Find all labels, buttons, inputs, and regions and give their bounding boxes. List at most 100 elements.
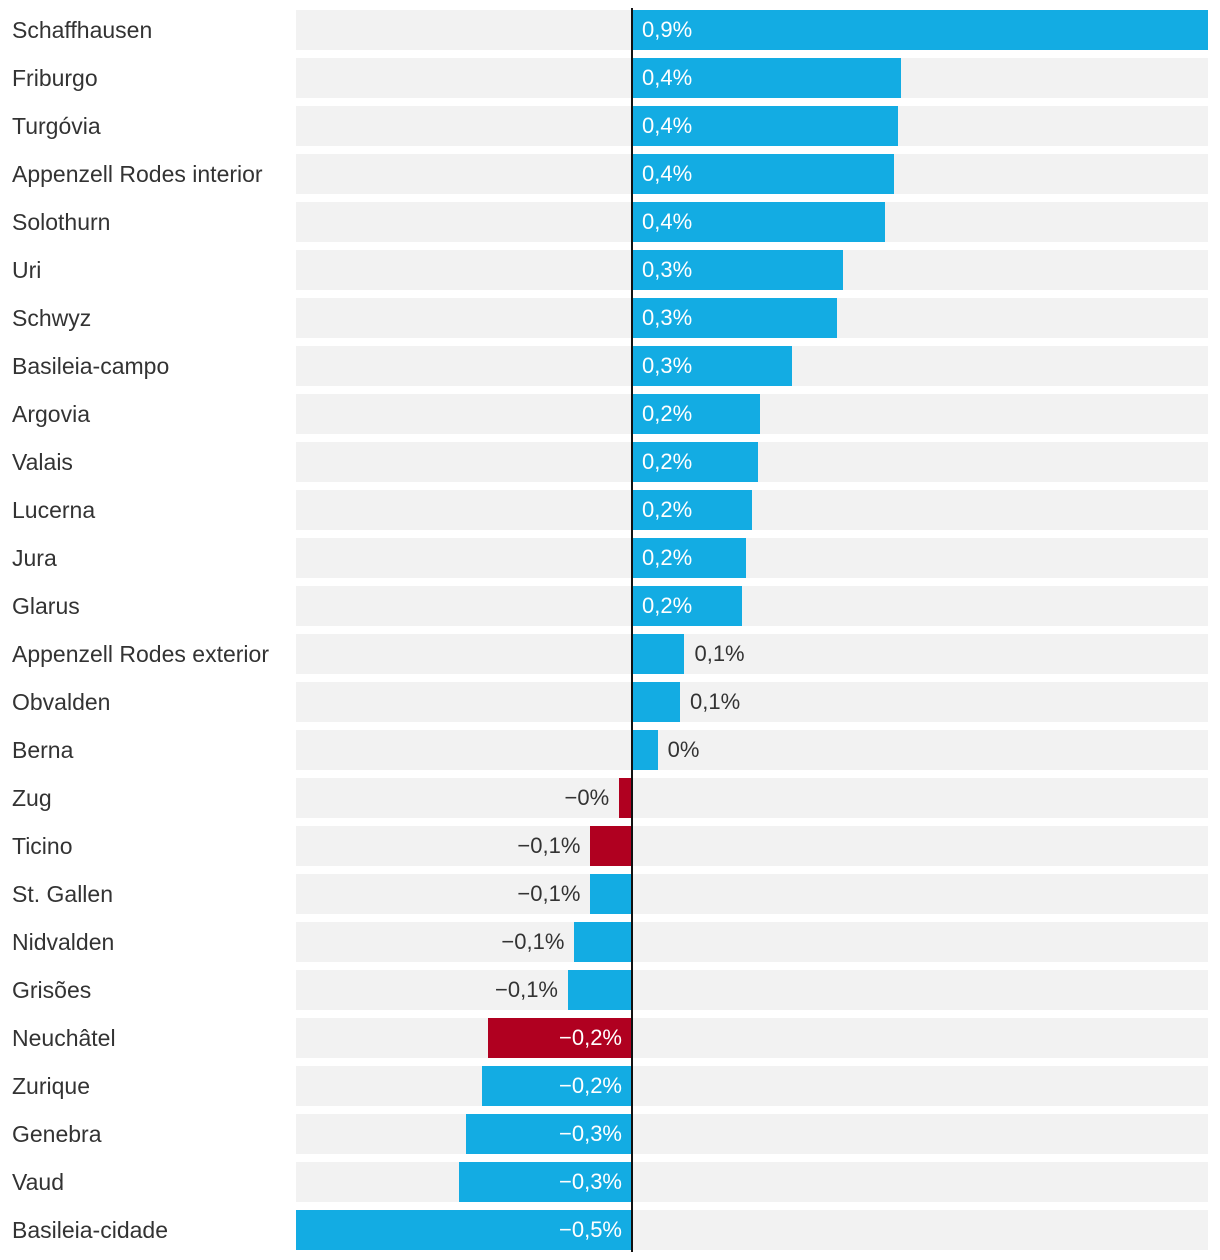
value-label: −0,2% xyxy=(559,1073,622,1098)
value-label: 0,4% xyxy=(642,161,693,186)
bar-row: Turgóvia 0,4% xyxy=(0,106,1220,146)
value-label: 0,2% xyxy=(642,401,693,426)
bar-row: Obvalden 0,1% xyxy=(0,682,1220,722)
category-label: Schaffhausen xyxy=(12,17,153,43)
bar xyxy=(481,1066,632,1106)
category-label: Ticino xyxy=(12,833,73,859)
bar xyxy=(632,58,901,98)
value-label: −0,1% xyxy=(501,929,565,954)
category-label: Turgóvia xyxy=(12,113,101,139)
value-label: 0% xyxy=(667,737,700,762)
bar-row: Vaud −0,3% xyxy=(0,1162,1220,1202)
bar xyxy=(632,250,844,290)
bar-track xyxy=(296,778,1208,818)
bar-row: Zurique −0,2% xyxy=(0,1066,1220,1106)
value-label: −0,1% xyxy=(517,833,581,858)
bar-row: Uri 0,3% xyxy=(0,250,1220,290)
category-label: Jura xyxy=(12,545,57,571)
bar-row: St. Gallen −0,1% xyxy=(0,874,1220,914)
bar xyxy=(632,346,792,386)
category-label: Obvalden xyxy=(12,689,111,715)
category-label: Zurique xyxy=(12,1073,90,1099)
category-label: Genebra xyxy=(12,1121,102,1147)
value-label: 0,1% xyxy=(694,641,745,666)
bar xyxy=(632,394,760,434)
bar-track xyxy=(296,730,1208,770)
bar xyxy=(632,490,753,530)
category-label: Nidvalden xyxy=(12,929,115,955)
bar-row: Appenzell Rodes interior 0,4% xyxy=(0,154,1220,194)
value-label: −0,1% xyxy=(517,881,581,906)
bar-row: Grisões −0,1% xyxy=(0,970,1220,1010)
bar-row: Schwyz 0,3% xyxy=(0,298,1220,338)
bar-track xyxy=(296,970,1208,1010)
category-label: Berna xyxy=(12,737,74,763)
bar-row: Glarus 0,2% xyxy=(0,586,1220,626)
bar xyxy=(488,1018,632,1058)
bar-row: Ticino −0,1% xyxy=(0,826,1220,866)
bar-track xyxy=(296,1114,1208,1154)
category-label: Zug xyxy=(12,785,52,811)
bar-track xyxy=(296,634,1208,674)
value-label: −0,5% xyxy=(559,1217,622,1242)
category-label: Neuchâtel xyxy=(12,1025,116,1051)
bar xyxy=(632,154,895,194)
category-label: Appenzell Rodes interior xyxy=(12,161,263,187)
bar xyxy=(632,442,759,482)
zero-axis-line xyxy=(631,8,633,1252)
value-label: −0,1% xyxy=(495,977,558,1002)
bar-row: Valais 0,2% xyxy=(0,442,1220,482)
bar xyxy=(632,298,837,338)
bar-track xyxy=(296,826,1208,866)
value-label: −0,3% xyxy=(559,1169,622,1194)
bar xyxy=(574,922,632,962)
bar-row: Appenzell Rodes exterior 0,1% xyxy=(0,634,1220,674)
bar xyxy=(632,202,885,242)
value-label: 0,2% xyxy=(642,545,693,570)
bar xyxy=(632,730,658,770)
bar-track xyxy=(296,538,1208,578)
bar-row: Basileia-campo 0,3% xyxy=(0,346,1220,386)
bar-row: Zug −0% xyxy=(0,778,1220,818)
category-label: Basileia-campo xyxy=(12,353,170,379)
bar-row: Argovia 0,2% xyxy=(0,394,1220,434)
value-label: 0,3% xyxy=(642,305,693,330)
bar-track xyxy=(296,682,1208,722)
value-label: 0,2% xyxy=(642,449,693,474)
bar xyxy=(632,634,685,674)
bar-track xyxy=(296,1066,1208,1106)
category-label: St. Gallen xyxy=(12,881,113,907)
bar-row: Schaffhausen 0,9% xyxy=(0,10,1220,50)
bar-row: Genebra −0,3% xyxy=(0,1114,1220,1154)
bar xyxy=(632,538,746,578)
category-label: Valais xyxy=(12,449,73,475)
value-label: −0,3% xyxy=(559,1121,622,1146)
bar xyxy=(632,586,743,626)
bar-row: Solothurn 0,4% xyxy=(0,202,1220,242)
value-label: 0,4% xyxy=(642,113,693,138)
bar xyxy=(619,778,632,818)
bar xyxy=(296,1210,632,1250)
bar xyxy=(568,970,632,1010)
bar-track xyxy=(296,874,1208,914)
value-label: 0,3% xyxy=(642,257,693,282)
bar-row: Lucerna 0,2% xyxy=(0,490,1220,530)
value-label: 0,4% xyxy=(642,65,693,90)
bar-row: Jura 0,2% xyxy=(0,538,1220,578)
bar-track xyxy=(296,1162,1208,1202)
bar-track xyxy=(296,1018,1208,1058)
value-label: 0,2% xyxy=(642,497,693,522)
category-label: Lucerna xyxy=(12,497,96,523)
category-label: Appenzell Rodes exterior xyxy=(12,641,269,667)
bar xyxy=(632,106,898,146)
value-label: 0,3% xyxy=(642,353,693,378)
category-label: Uri xyxy=(12,257,42,283)
bar-row: Neuchâtel −0,2% xyxy=(0,1018,1220,1058)
category-label: Vaud xyxy=(12,1169,65,1195)
value-label: 0,4% xyxy=(642,209,693,234)
bar xyxy=(459,1162,632,1202)
category-label: Glarus xyxy=(12,593,80,619)
value-label: 0,2% xyxy=(642,593,693,618)
bar-row: Friburgo 0,4% xyxy=(0,58,1220,98)
